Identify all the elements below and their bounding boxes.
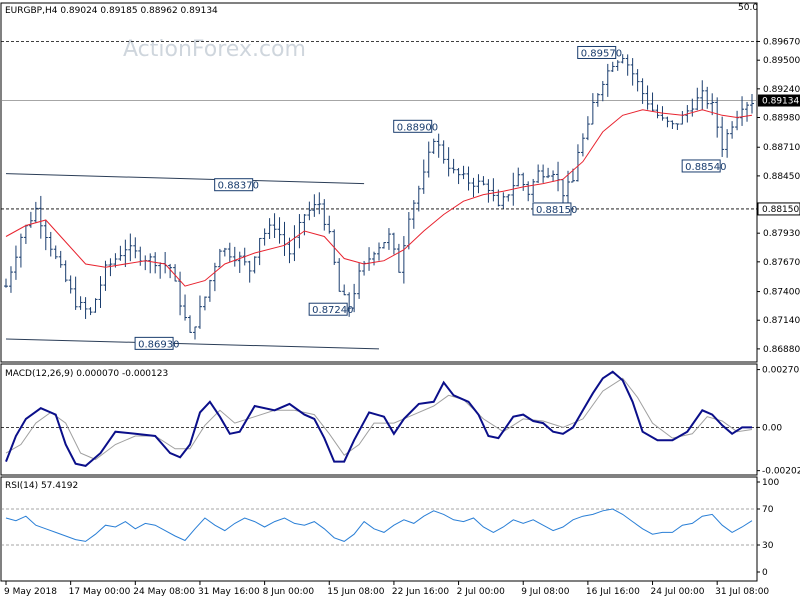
x-tick-label: 31 Jul 08:00 (715, 587, 769, 597)
price-label: 0.88540 (685, 162, 726, 173)
price-y-tick-label: 0.87930 (763, 229, 800, 239)
price-y-tick-label: 0.89670 (763, 37, 800, 47)
x-tick-label: 24 May 08:00 (133, 587, 195, 597)
x-tick-label: 9 Jul 08:00 (521, 587, 570, 597)
price-label-box (214, 178, 254, 192)
price-label: 0.86930 (138, 339, 179, 350)
price-label: 0.89570 (581, 48, 622, 59)
price-y-tick-label: 0.87670 (763, 258, 800, 268)
price-label-box (681, 159, 721, 173)
watermark: ActionForex.com (123, 37, 306, 62)
macd-signal-line (5, 377, 753, 461)
price-label: 0.87240 (312, 305, 353, 316)
support-price-label: 0.88150 (762, 205, 799, 215)
macd-y-tick-label: 0.002705 (762, 366, 800, 376)
price-label-box (577, 45, 617, 59)
rsi-title: RSI(14) 57.4192 (5, 481, 78, 491)
channel-lower-line (5, 338, 380, 350)
rsi-line (5, 508, 753, 542)
price-y-tick-label: 0.88450 (763, 172, 800, 182)
price-label: 0.88900 (397, 122, 438, 133)
macd-series (1, 370, 757, 467)
x-tick-label: 17 May 00:00 (69, 587, 131, 597)
price-label-box (134, 336, 174, 350)
macd-panel-frame (0, 363, 758, 476)
price-y-tick-label: 0.87400 (763, 288, 800, 298)
current-price-box (758, 94, 800, 107)
price-y-tick-label: 0.88980 (763, 113, 800, 123)
price-label: 0.88150 (536, 205, 577, 216)
price-label-box (532, 202, 572, 216)
price-y-tick-label: 0.86880 (763, 345, 800, 355)
x-tick-label: 15 Jun 08:00 (327, 587, 384, 597)
price-y-tick-label: 0.89500 (763, 56, 800, 66)
rsi-series (1, 508, 757, 546)
x-tick-label: 16 Jul 16:00 (586, 587, 640, 597)
price-label-box (308, 302, 348, 316)
x-tick-label: 24 Jul 00:00 (651, 587, 705, 597)
moving-average-line (5, 109, 753, 287)
price-y-tick-label: 0.89240 (763, 85, 800, 95)
macd-y-tick-label: -0.002023 (762, 467, 800, 477)
support-price-box (757, 202, 800, 216)
rsi-y-tick-label: 0 (762, 568, 768, 578)
x-tick-label: 22 Jun 16:00 (392, 587, 449, 597)
macd-title: MACD(12,26,9) 0.000070 -0.000123 (5, 369, 168, 379)
macd-y-tick-label: 0.00 (762, 423, 782, 433)
x-tick-label: 8 Jun 00:00 (263, 587, 315, 597)
rsi-y-tick-label: 70 (762, 505, 774, 515)
channel-upper-line (5, 173, 365, 185)
rsi-panel-frame (0, 476, 758, 582)
price-panel-frame (0, 2, 758, 363)
rsi-y-tick-label: 100 (762, 478, 779, 488)
macd-line (5, 370, 752, 467)
price-y-tick-label: 0.87140 (763, 316, 800, 326)
axes: 0.89670 0.89500 0.89240 0.88980 0.88710 0.884… (4, 37, 800, 597)
x-tick-label: 2 Jul 00:00 (457, 587, 506, 597)
price-series: 0.89570 0.88900 0.88370 0.88540 0.88150 0.872… (1, 41, 757, 350)
symbol-header: EURGBP,H4 0.89024 0.89185 0.88962 0.8913… (5, 6, 218, 16)
x-tick-label: 9 May 2018 (4, 587, 57, 597)
price-label-box (393, 119, 433, 133)
x-tick-label: 31 May 16:00 (198, 587, 260, 597)
price-y-tick-label: 0.88710 (763, 143, 800, 153)
rsi-y-tick-label: 30 (762, 541, 774, 551)
current-price-label: 0.89134 (762, 97, 799, 107)
price-label: 0.88370 (218, 181, 259, 192)
level-50-label: 50.0 (738, 3, 758, 13)
